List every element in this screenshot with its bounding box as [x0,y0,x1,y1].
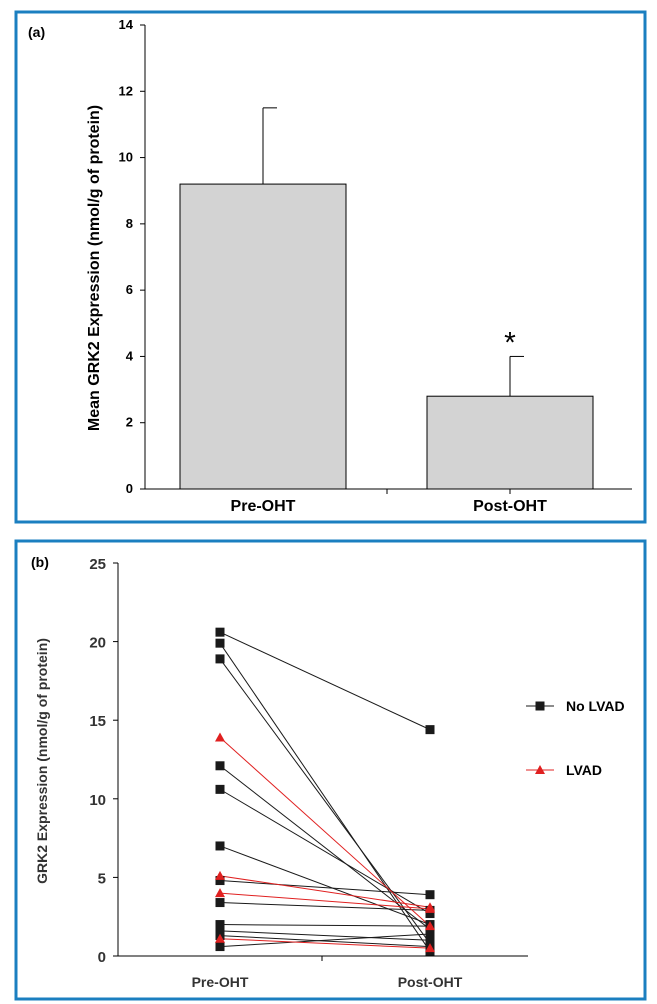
lvad-point-pre [215,888,225,898]
panel-a-frame [14,10,647,524]
no-lvad-point-pre [215,920,225,930]
lvad-point-post [425,921,435,931]
panel-a-bars: * [179,107,594,490]
no-lvad-point-pre [215,654,225,664]
panel-b-tick-label: 5 [98,870,106,887]
lvad-point-post [425,943,435,953]
panel-a-tick-label: 10 [119,150,133,165]
panel-b-label: (b) [31,554,49,570]
legend-no-lvad-label: No LVAD [566,698,625,714]
no-lvad-point-post [425,929,435,939]
no-lvad-point-pre [215,898,225,908]
panel-b-categories: Pre-OHT Post-OHT [192,956,463,990]
no-lvad-point-post [425,935,435,945]
panel-a-tick-label: 6 [126,282,133,297]
panel-a-significance-marker: * [504,326,516,359]
no-lvad-point-post [425,890,435,900]
no-lvad-point-pre [215,876,225,886]
lvad-point-pre [215,732,225,742]
lvad-line [219,892,431,910]
no-lvad-point-pre [215,841,225,851]
panel-a-y-ticks: 0 2 4 6 8 10 12 14 [119,17,145,496]
no-lvad-line [219,788,431,914]
lvad-point-pre [215,933,225,943]
panel-b-category-label: Post-OHT [398,974,463,990]
lvad-line [219,938,431,949]
panel-b-tick-label: 25 [89,556,106,573]
no-lvad-line [219,930,431,941]
no-lvad-point-pre [215,638,225,648]
panel-b-tick-label: 0 [98,949,106,966]
panel-a-bar [179,183,347,490]
panel-a-label: (a) [28,24,45,40]
legend-lvad-marker [535,765,545,774]
no-lvad-line [219,924,431,927]
no-lvad-point-pre [215,942,225,952]
lvad-line [219,737,431,927]
panel-b-points [215,627,435,956]
panel-b-frame [14,539,647,1001]
panel-b-tick-label: 20 [89,635,106,652]
no-lvad-point-pre [215,926,225,936]
panel-a-tick-label: 12 [119,83,133,98]
panel-a-category-label: Post-OHT [473,498,547,515]
legend-no-lvad-marker [535,701,545,711]
panel-a-categories: Pre-OHT Post-OHT [231,489,547,515]
panel-a-tick-label: 2 [126,415,133,430]
lvad-point-post [425,903,435,913]
panel-b-y-axis-label: GRK2 Expression (nmol/g of protein) [34,638,50,884]
no-lvad-line [219,933,431,948]
panel-a-category-label: Pre-OHT [231,498,296,515]
panel-b-category-label: Pre-OHT [192,974,249,990]
no-lvad-line [219,642,431,952]
no-lvad-line [219,935,431,948]
lvad-point-pre [215,870,225,880]
panel-b-legend: No LVAD LVAD [526,698,625,778]
no-lvad-line [219,845,431,926]
panel-b-tick-label: 10 [89,792,106,809]
panel-b-lines [219,631,431,952]
panel-a-tick-label: 8 [126,216,133,231]
no-lvad-point-post [425,725,435,735]
no-lvad-point-pre [215,784,225,794]
panel-a-tick-label: 14 [119,17,134,32]
no-lvad-line [219,880,431,896]
lvad-line [219,875,431,908]
legend-lvad-label: LVAD [566,762,602,778]
panel-b-tick-label: 15 [89,713,106,730]
panel-a-bar [426,395,594,490]
panel-b-y-ticks: 0 5 10 15 20 25 [89,556,118,966]
no-lvad-point-pre [215,761,225,771]
no-lvad-point-pre [215,627,225,637]
panel-a-tick-label: 0 [126,481,133,496]
no-lvad-line [219,658,431,944]
panel-a-tick-label: 4 [126,348,134,363]
no-lvad-line [219,631,431,731]
no-lvad-line [219,765,431,930]
panel-a-y-axis-label: Mean GRK2 Expression (nmol/g of protein) [86,105,103,431]
no-lvad-line [219,902,431,911]
